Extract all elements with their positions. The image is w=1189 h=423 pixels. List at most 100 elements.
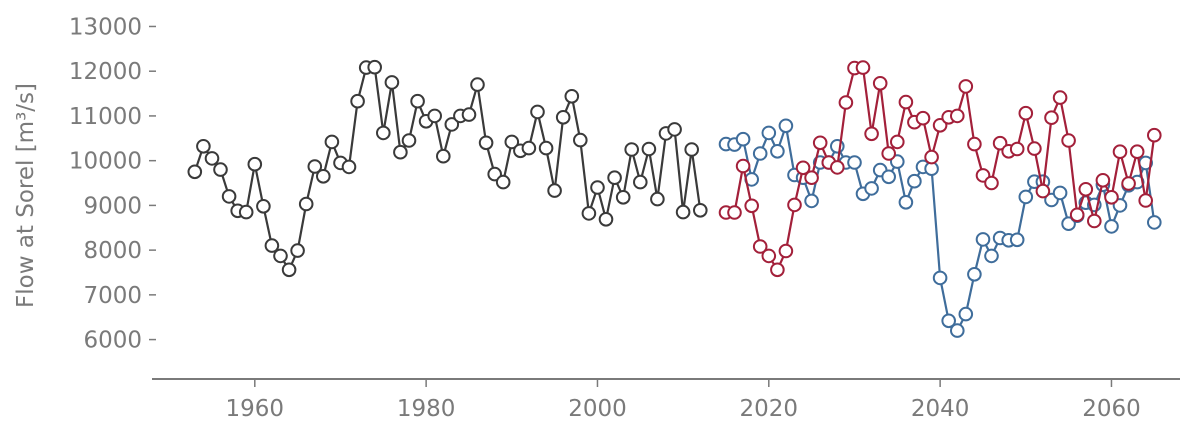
data-point [1095, 173, 1111, 188]
data-point [924, 149, 939, 165]
x-tick-label: 2020 [740, 396, 799, 422]
data-point [204, 151, 220, 166]
data-point [316, 169, 331, 184]
data-point [1147, 127, 1162, 143]
data-point [461, 107, 477, 122]
data-point [504, 134, 520, 150]
x-tick-label: 2060 [1082, 396, 1141, 422]
data-point [650, 191, 665, 207]
x-tick-label: 2040 [911, 396, 970, 422]
data-point [881, 169, 897, 185]
data-point [1009, 141, 1025, 157]
data-point [367, 59, 383, 75]
data-point [838, 95, 854, 110]
data-point [761, 248, 777, 264]
data-point [1061, 133, 1076, 148]
data-point [436, 148, 451, 164]
data-point [984, 175, 999, 191]
data-point [256, 199, 271, 214]
data-point [898, 94, 914, 110]
data-point [221, 189, 237, 204]
x-tick-label: 1980 [397, 396, 456, 422]
data-point [967, 136, 982, 152]
y-tick-label: 12000 [69, 59, 142, 85]
data-point [607, 170, 622, 185]
data-point [778, 243, 794, 259]
data-point [881, 146, 897, 161]
series-layer [187, 59, 1162, 338]
data-point [1027, 141, 1042, 156]
data-point [341, 159, 357, 175]
data-point [804, 193, 819, 209]
data-point [427, 108, 443, 124]
data-point [633, 174, 648, 190]
series-3 [718, 60, 1162, 278]
data-point [298, 196, 314, 212]
data-point [555, 110, 571, 125]
data-point [384, 75, 400, 90]
y-tick-label: 11000 [69, 104, 142, 130]
y-tick-label: 10000 [69, 149, 142, 175]
data-point [1035, 183, 1051, 199]
data-point [890, 134, 905, 150]
data-point [1138, 193, 1153, 208]
data-point [624, 142, 640, 157]
data-point [273, 248, 288, 264]
data-point [693, 203, 708, 218]
data-point [376, 125, 391, 141]
data-point [281, 262, 297, 278]
data-point [470, 77, 485, 92]
data-point [1018, 189, 1034, 205]
y-tick-label: 8000 [83, 238, 142, 264]
data-point [495, 174, 511, 190]
data-point [967, 267, 982, 282]
data-point [187, 164, 203, 180]
data-point [444, 117, 460, 132]
data-point [598, 212, 614, 227]
data-point [478, 135, 494, 151]
data-point [744, 198, 760, 214]
data-point [324, 134, 340, 150]
data-point [247, 156, 263, 172]
data-point [1069, 207, 1085, 223]
data-point [641, 141, 657, 157]
data-point [573, 132, 588, 148]
data-point [264, 238, 280, 253]
data-point [1104, 190, 1119, 205]
data-point [727, 205, 742, 220]
data-point [795, 160, 811, 176]
series-1 [187, 59, 708, 278]
data-point [530, 104, 545, 120]
x-tick-label: 2000 [568, 396, 627, 422]
data-point [684, 142, 700, 157]
data-point [770, 144, 785, 159]
x-axis: 1960 1980 2000 2020 2040 2060 [152, 378, 1180, 422]
x-tick-label: 1960 [226, 396, 285, 422]
data-point [958, 79, 974, 94]
data-point [1129, 144, 1145, 159]
data-point [667, 122, 682, 137]
data-point [950, 323, 965, 338]
data-point [401, 133, 417, 148]
data-point [735, 158, 751, 174]
data-point [350, 93, 365, 109]
data-point [735, 131, 751, 147]
data-point [307, 159, 323, 174]
data-point [761, 125, 777, 141]
data-point [950, 108, 965, 124]
data-point [538, 140, 554, 156]
data-point [581, 206, 597, 221]
y-axis-title: Flow at Sorel [m³/s] [13, 83, 39, 308]
data-point [932, 270, 948, 286]
data-point [564, 89, 580, 104]
data-point [984, 248, 999, 264]
data-point [590, 180, 605, 195]
data-point [1121, 176, 1136, 191]
data-point [752, 239, 768, 254]
data-point [1112, 144, 1128, 159]
data-point [1104, 219, 1119, 234]
data-point [1147, 215, 1162, 230]
data-point [196, 139, 211, 154]
data-point [907, 173, 922, 189]
